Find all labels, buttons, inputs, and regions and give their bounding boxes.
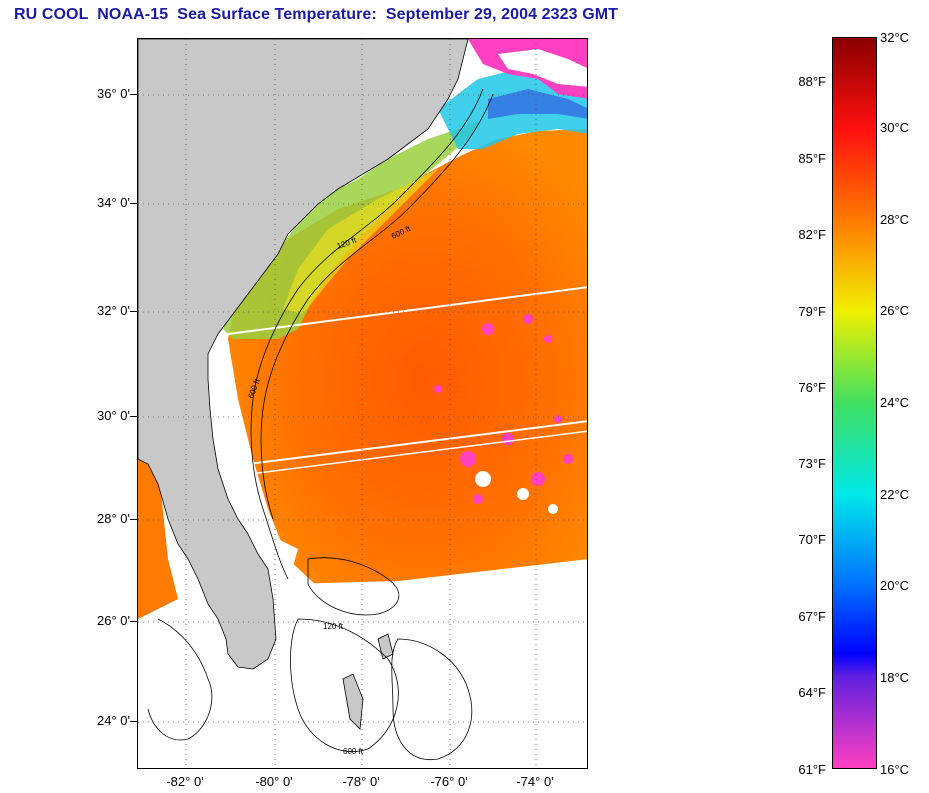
colorbar-f-label: 64°F <box>798 685 826 700</box>
land-southeast-us <box>138 39 469 670</box>
swath-gap-line <box>247 420 587 465</box>
lon-label-76: -76° 0' <box>430 774 468 789</box>
lat-label-28: 28° 0' <box>97 511 130 526</box>
lat-tick <box>130 721 137 722</box>
colorbar-c-label: 16°C <box>880 762 910 777</box>
colorbar-f-label: 82°F <box>798 227 826 242</box>
lat-tick <box>130 311 137 312</box>
lat-label-24: 24° 0' <box>97 713 130 728</box>
colorbar-c-label: 24°C <box>880 395 910 410</box>
colorbar-f-label: 67°F <box>798 609 826 624</box>
colorbar-c-label: 32°C <box>880 30 910 45</box>
colorbar-f-label: 79°F <box>798 304 826 319</box>
colorbar-c-label: 30°C <box>880 120 910 135</box>
cloud-white-spots <box>475 471 558 514</box>
lat-label-32: 32° 0' <box>97 303 130 318</box>
lat-label-34: 34° 0' <box>97 195 130 210</box>
lat-tick <box>130 621 137 622</box>
lon-label-78: -78° 0' <box>342 774 380 789</box>
lat-tick <box>130 519 137 520</box>
swath-gap-line <box>249 430 587 475</box>
colorbar-c-label: 20°C <box>880 578 910 593</box>
lat-tick <box>130 94 137 95</box>
lat-label-26: 26° 0' <box>97 613 130 628</box>
colorbar-f-label: 88°F <box>798 74 826 89</box>
page-title: RU COOL NOAA-15 Sea Surface Temperature:… <box>14 6 619 23</box>
sst-map[interactable]: 120 ft 600 ft 600 ft 120 ft 600 ft <box>137 38 588 769</box>
cloud-patch-white <box>498 49 587 87</box>
gulf-of-mexico-water <box>138 459 178 619</box>
lat-tick <box>130 416 137 417</box>
colorbar-c-label: 28°C <box>880 212 910 227</box>
colorbar-c-label: 22°C <box>880 487 910 502</box>
temperature-colorbar <box>832 37 877 769</box>
cloud-speckles <box>434 314 573 504</box>
swath-gap-line <box>227 286 587 335</box>
cold-water-blue <box>488 89 587 119</box>
lat-tick <box>130 203 137 204</box>
lon-label-80: -80° 0' <box>255 774 293 789</box>
graticule <box>138 39 587 768</box>
isobath-contours <box>147 88 494 761</box>
colorbar-f-label: 76°F <box>798 380 826 395</box>
colorbar-c-label: 18°C <box>880 670 910 685</box>
colorbar-f-label: 70°F <box>798 532 826 547</box>
shelf-water-yellow <box>283 169 438 314</box>
lon-label-74: -74° 0' <box>516 774 554 789</box>
colorbar-f-label: 61°F <box>798 762 826 777</box>
isobath-label: 600 ft <box>343 747 364 756</box>
lon-label-82: -82° 0' <box>166 774 204 789</box>
colorbar-f-label: 73°F <box>798 456 826 471</box>
colorbar-c-label: 26°C <box>880 303 910 318</box>
isobath-label: 120 ft <box>323 622 344 631</box>
lat-label-30: 30° 0' <box>97 408 130 423</box>
lat-label-36: 36° 0' <box>97 86 130 101</box>
sst-map-canvas: 120 ft 600 ft 600 ft 120 ft 600 ft <box>138 39 587 768</box>
colorbar-f-label: 85°F <box>798 151 826 166</box>
